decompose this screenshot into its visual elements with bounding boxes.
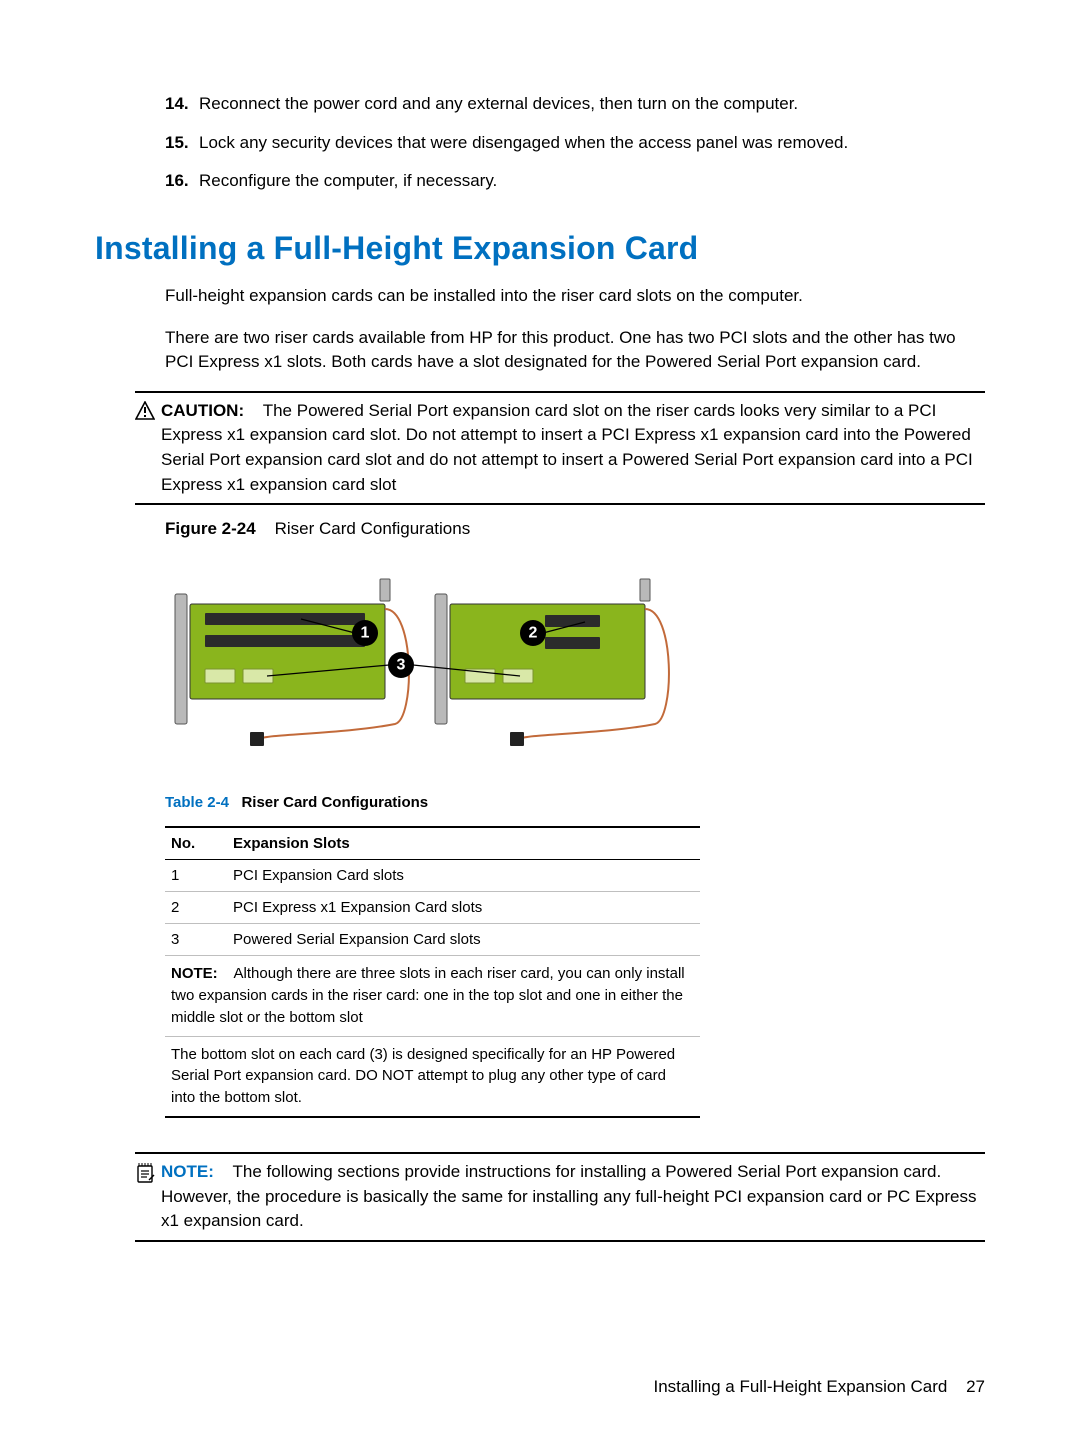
table-note-cell: NOTE: Although there are three slots in …: [165, 956, 700, 1036]
table-note-text: Although there are three slots in each r…: [171, 965, 685, 1026]
caution-label: CAUTION:: [161, 401, 244, 420]
table-cell: 2: [165, 892, 227, 924]
table-header-cell: No.: [165, 827, 227, 860]
table-note-row: The bottom slot on each card (3) is desi…: [165, 1036, 700, 1117]
caution-icon: [135, 399, 161, 498]
figure-title: Riser Card Configurations: [275, 519, 471, 538]
table-row: 3 Powered Serial Expansion Card slots: [165, 924, 700, 956]
table-header-row: No. Expansion Slots: [165, 827, 700, 860]
figure-callout-2: 2: [529, 625, 538, 642]
page-number: 27: [966, 1377, 985, 1396]
table-cell: PCI Expansion Card slots: [227, 860, 700, 892]
paragraph: There are two riser cards available from…: [165, 326, 985, 375]
step-text: Reconfigure the computer, if necessary.: [199, 169, 497, 194]
table-cell: 1: [165, 860, 227, 892]
step-text: Reconnect the power cord and any externa…: [199, 92, 798, 117]
note-label: NOTE:: [161, 1162, 214, 1181]
step-item: 16. Reconfigure the computer, if necessa…: [165, 169, 985, 194]
figure-callout-3: 3: [397, 657, 406, 674]
caution-body: CAUTION: The Powered Serial Port expansi…: [161, 399, 985, 498]
figure-callout-1: 1: [361, 625, 370, 642]
section-heading: Installing a Full-Height Expansion Card: [95, 230, 985, 267]
step-list: 14. Reconnect the power cord and any ext…: [165, 92, 985, 194]
table-label: Table 2-4: [165, 794, 229, 811]
note-text: The following sections provide instructi…: [161, 1162, 976, 1230]
step-text: Lock any security devices that were dise…: [199, 131, 848, 156]
table-title: Table 2-4 Riser Card Configurations: [165, 794, 985, 811]
note-callout: NOTE: The following sections provide ins…: [135, 1152, 985, 1242]
table-cell: Powered Serial Expansion Card slots: [227, 924, 700, 956]
step-number: 15.: [165, 131, 199, 156]
page-footer: Installing a Full-Height Expansion Card …: [653, 1377, 985, 1397]
note-icon: [135, 1160, 161, 1234]
table-header-cell: Expansion Slots: [227, 827, 700, 860]
page: 14. Reconnect the power cord and any ext…: [0, 0, 1080, 1437]
table-cell: 3: [165, 924, 227, 956]
caution-text: The Powered Serial Port expansion card s…: [161, 401, 973, 494]
table-note-row: NOTE: Although there are three slots in …: [165, 956, 700, 1036]
paragraph: Full-height expansion cards can be insta…: [165, 284, 985, 309]
step-item: 15. Lock any security devices that were …: [165, 131, 985, 156]
step-number: 16.: [165, 169, 199, 194]
table-note-cell: The bottom slot on each card (3) is desi…: [165, 1036, 700, 1117]
caution-callout: CAUTION: The Powered Serial Port expansi…: [135, 391, 985, 506]
table-cell: PCI Express x1 Expansion Card slots: [227, 892, 700, 924]
step-number: 14.: [165, 92, 199, 117]
table-row: 2 PCI Express x1 Expansion Card slots: [165, 892, 700, 924]
table-note-text: The bottom slot on each card (3) is desi…: [171, 1046, 675, 1107]
table-note-label: NOTE:: [171, 965, 218, 982]
figure-caption: Figure 2-24 Riser Card Configurations: [165, 519, 985, 539]
figure-label: Figure 2-24: [165, 519, 256, 538]
riser-table: No. Expansion Slots 1 PCI Expansion Card…: [165, 826, 700, 1118]
footer-title: Installing a Full-Height Expansion Card: [653, 1377, 947, 1396]
table-row: 1 PCI Expansion Card slots: [165, 860, 700, 892]
step-item: 14. Reconnect the power cord and any ext…: [165, 92, 985, 117]
note-body: NOTE: The following sections provide ins…: [161, 1160, 985, 1234]
table-caption: Riser Card Configurations: [241, 794, 428, 811]
figure: 1 2 3: [165, 569, 985, 754]
